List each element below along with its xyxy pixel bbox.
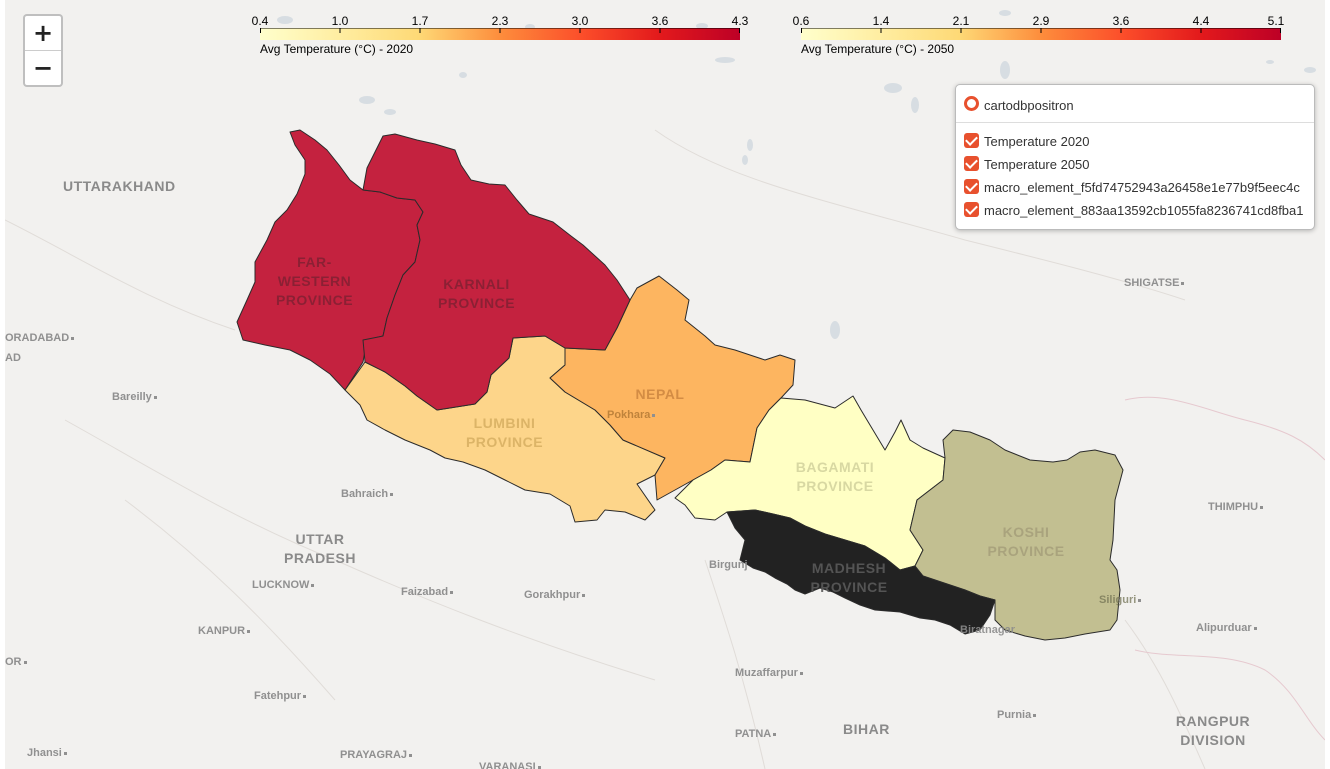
legend-2050-tick: 3.6 bbox=[1112, 14, 1130, 28]
overlay-label: Temperature 2050 bbox=[984, 157, 1090, 172]
city-label-bahraich: Bahraich bbox=[341, 488, 394, 500]
base-layer-radio[interactable]: cartodbpositron bbox=[964, 96, 1074, 114]
region-label-rangpur: RANGPUR DIVISION bbox=[1175, 713, 1251, 748]
overlay-checkbox-temperature-2050[interactable]: Temperature 2050 bbox=[964, 156, 1090, 174]
city-label-jhansi: Jhansi bbox=[27, 747, 67, 759]
city-label-moradabad: ORADABAD bbox=[5, 332, 75, 344]
city-label-bareilly: Bareilly bbox=[112, 391, 157, 403]
city-label-lucknow: LUCKNOW bbox=[252, 579, 315, 591]
legend-2050-tick: 2.9 bbox=[1032, 14, 1050, 28]
province-label-farwestern: FAR- WESTERN PROVINCE bbox=[275, 254, 354, 308]
basemap-layer bbox=[5, 10, 1325, 769]
city-label-faizabad: Faizabad bbox=[401, 586, 454, 598]
legend-2020-ticks: 0.4 1.0 1.7 2.3 3.0 3.6 4.3 bbox=[252, 14, 749, 28]
checkbox-icon[interactable] bbox=[964, 156, 979, 171]
river-lines bbox=[5, 129, 1206, 769]
legend-2050-tick: 1.4 bbox=[872, 14, 890, 28]
overlay-label: macro_element_f5fd74752943a26458e1e77b9f… bbox=[984, 180, 1300, 195]
overlay-checkbox-macro-element-2[interactable]: macro_element_883aa13592cb1055fa8236741c… bbox=[964, 202, 1304, 220]
legend-2020-tick: 3.0 bbox=[571, 14, 589, 28]
city-label-or: OR bbox=[5, 656, 27, 668]
legend-2020-tick: 3.6 bbox=[651, 14, 669, 28]
city-label-alipurduar: Alipurduar bbox=[1196, 622, 1257, 634]
border-lines bbox=[1124, 396, 1325, 741]
province-label-nepal: NEPAL bbox=[635, 386, 685, 402]
legend-2020-caption: Avg Temperature (°C) - 2020 bbox=[260, 42, 414, 56]
legend-2020-tick: 1.0 bbox=[331, 14, 349, 28]
region-label-uttar-pradesh: UTTAR PRADESH bbox=[284, 531, 356, 566]
legend-2050-tick: 0.6 bbox=[792, 14, 810, 28]
zoom-out-button[interactable]: − bbox=[25, 50, 61, 85]
zoom-control: + − bbox=[23, 14, 63, 87]
province-polygons bbox=[236, 129, 1124, 641]
region-label-uttarakhand: UTTARAKHAND bbox=[63, 178, 176, 194]
city-label-kanpur: KANPUR bbox=[198, 625, 251, 637]
city-label-thimphu: THIMPHU bbox=[1208, 501, 1264, 513]
map-container[interactable]: UTTARAKHAND UTTAR PRADESH BIHAR RANGPUR DI… bbox=[5, 0, 1325, 769]
province-label-lumbini: LUMBINI PROVINCE bbox=[465, 415, 544, 450]
overlay-checkbox-macro-element-1[interactable]: macro_element_f5fd74752943a26458e1e77b9f… bbox=[964, 179, 1300, 197]
city-label-purnia: Purnia bbox=[997, 709, 1037, 721]
layer-separator bbox=[956, 122, 1314, 123]
city-label-muzaffarpur: Muzaffarpur bbox=[735, 667, 803, 679]
city-label-birgunj: Birgunj bbox=[709, 559, 748, 571]
province-label-koshi: KOSHI PROVINCE bbox=[987, 524, 1065, 559]
city-label-biratnagar: Biratnagar bbox=[960, 624, 1016, 636]
province-label-madhesh: MADHESH PROVINCE bbox=[810, 560, 888, 595]
legend-2020-tick: 1.7 bbox=[411, 14, 429, 28]
region-label-bihar: BIHAR bbox=[843, 721, 890, 737]
city-label-shigatse: SHIGATSE bbox=[1124, 277, 1185, 289]
legend-2050-caption: Avg Temperature (°C) - 2050 bbox=[801, 42, 955, 56]
city-label-patna: PATNA bbox=[735, 728, 777, 740]
legend-2020-colorbar bbox=[260, 28, 740, 40]
city-label-gorakhpur: Gorakhpur bbox=[524, 589, 586, 601]
province-madhesh[interactable] bbox=[726, 509, 996, 635]
city-label-pokhara: Pokhara bbox=[607, 409, 656, 421]
legend-2020-tick: 2.3 bbox=[491, 14, 509, 28]
legend-2050-tick: 5.1 bbox=[1267, 14, 1285, 28]
city-label-fatehpur: Fatehpur bbox=[254, 690, 307, 702]
overlay-checkbox-temperature-2020[interactable]: Temperature 2020 bbox=[964, 133, 1090, 151]
overlay-label: Temperature 2020 bbox=[984, 134, 1090, 149]
province-label-karnali: KARNALI PROVINCE bbox=[437, 276, 516, 311]
legend-2050-tick: 2.1 bbox=[952, 14, 970, 28]
radio-icon[interactable] bbox=[964, 96, 979, 111]
legend-2050-tick: 4.4 bbox=[1192, 14, 1210, 28]
legend-2050-colorbar bbox=[801, 28, 1281, 40]
province-gandaki[interactable] bbox=[549, 275, 796, 501]
base-layer-label: cartodbpositron bbox=[984, 98, 1074, 113]
checkbox-icon[interactable] bbox=[964, 179, 979, 194]
city-label-varanasi: VARANASI bbox=[479, 761, 541, 769]
legend-2020-tick: 0.4 bbox=[251, 14, 269, 28]
city-label-siliguri: Siliguri bbox=[1099, 594, 1142, 606]
city-label-prayagraj: PRAYAGRAJ bbox=[340, 749, 413, 761]
province-label-bagamati: BAGAMATI PROVINCE bbox=[795, 459, 875, 494]
checkbox-icon[interactable] bbox=[964, 133, 979, 148]
overlay-label: macro_element_883aa13592cb1055fa8236741c… bbox=[984, 203, 1304, 218]
legend-2020: 0.4 1.0 1.7 2.3 3.0 3.6 4.3 bbox=[252, 14, 749, 56]
layer-control: cartodbpositron Temperature 2020 Tempera… bbox=[955, 84, 1315, 230]
legend-2050-ticks: 0.6 1.4 2.1 2.9 3.6 4.4 5.1 bbox=[793, 14, 1285, 28]
legend-2050: 0.6 1.4 2.1 2.9 3.6 4.4 5.1 bbox=[793, 14, 1285, 56]
zoom-in-button[interactable]: + bbox=[32, 19, 54, 47]
city-label-ad: AD bbox=[5, 352, 21, 364]
legend-2020-tick: 4.3 bbox=[731, 14, 749, 28]
checkbox-icon[interactable] bbox=[964, 202, 979, 217]
province-karnali[interactable] bbox=[362, 133, 631, 411]
